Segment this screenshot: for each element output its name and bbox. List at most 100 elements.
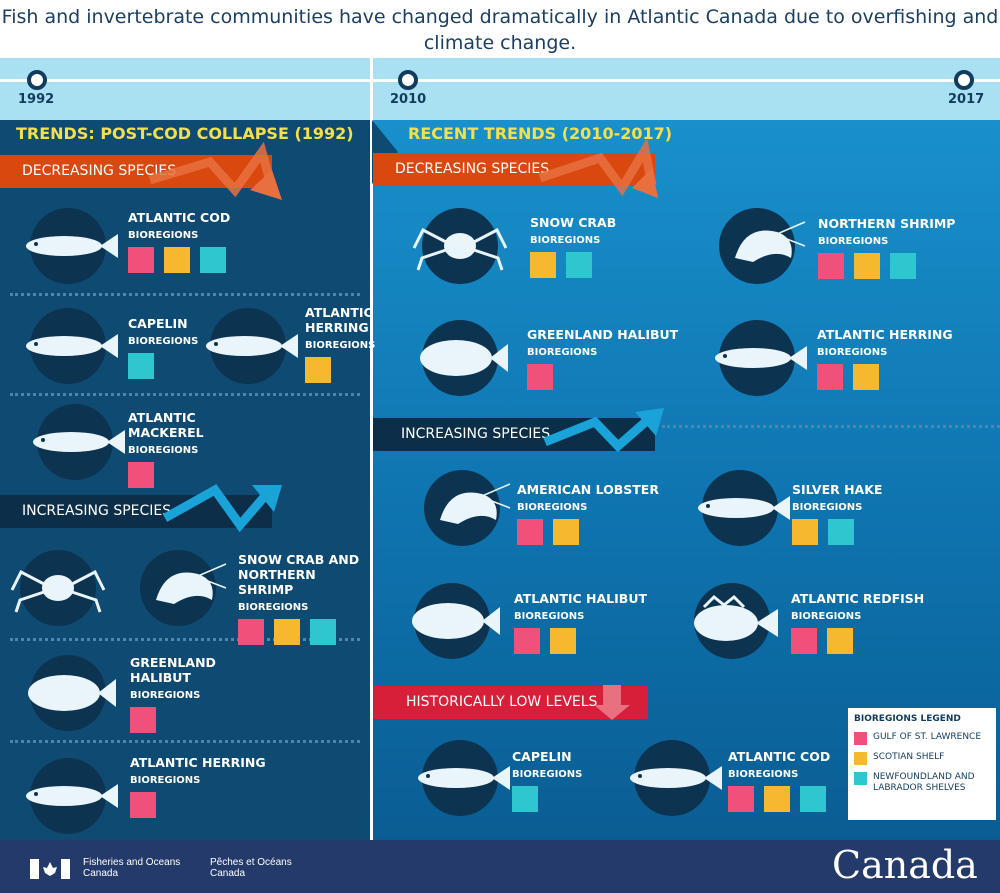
species-name: GREENLAND HALIBUT — [130, 655, 216, 685]
species-name: ATLANTIC MACKEREL — [128, 410, 204, 440]
bioregion-newfoundland-swatch — [310, 619, 336, 645]
bioregions-legend: BIOREGIONS LEGEND GULF OF ST. LAWRENCE SC… — [848, 708, 996, 820]
arrowhead — [250, 170, 282, 200]
legend-title: BIOREGIONS LEGEND — [854, 714, 961, 724]
arrowhead — [252, 485, 282, 512]
shrimp-icon — [735, 221, 806, 262]
bioregion-scotian-swatch — [764, 786, 790, 812]
species-icon-circle — [412, 208, 508, 284]
arrowhead — [632, 168, 658, 198]
bioregion-scotian-swatch — [530, 252, 556, 278]
halibut-icon — [28, 675, 116, 711]
herring-icon — [715, 346, 807, 370]
legend-swatch — [854, 772, 867, 785]
capelin-icon — [26, 334, 118, 358]
species-name: SNOW CRAB — [530, 215, 617, 230]
species-icon-circle — [140, 550, 227, 626]
bioregion-newfoundland-swatch — [200, 247, 226, 273]
bioregion-scotian-swatch — [827, 628, 853, 654]
species-icon-circle — [26, 758, 118, 834]
timeline-dot — [398, 70, 418, 90]
species-icon-circle — [26, 308, 118, 384]
cod-icon — [630, 766, 722, 790]
crab-icon — [412, 227, 508, 271]
species-icon-circle — [698, 470, 790, 546]
bioregion-gulf-swatch — [517, 519, 543, 545]
lobster-icon — [440, 483, 511, 524]
legend-item: GULF OF ST. LAWRENCE — [854, 732, 990, 745]
separator — [10, 293, 360, 296]
legend-swatch — [854, 732, 867, 745]
bioregion-gulf-swatch — [514, 628, 540, 654]
species-icon-circle — [424, 470, 511, 546]
redfish-icon — [694, 594, 778, 641]
capelin-icon — [418, 766, 510, 790]
bioregions-label: BIOREGIONS — [130, 690, 201, 701]
legend-label: GULF OF ST. LAWRENCE — [873, 732, 982, 742]
hake-icon — [698, 496, 790, 520]
bioregions-label: BIOREGIONS — [517, 502, 588, 513]
timeline: 1992 2010 2017 — [0, 58, 1000, 120]
bioregion-newfoundland-swatch — [512, 786, 538, 812]
bioregion-newfoundland-swatch — [128, 353, 154, 379]
legend-swatch — [854, 752, 867, 765]
down-trend-arrow-icon — [538, 140, 657, 197]
separator — [10, 638, 360, 641]
bioregion-gulf-swatch — [818, 253, 844, 279]
bioregion-scotian-swatch — [792, 519, 818, 545]
arrowhead — [594, 705, 630, 720]
bioregions-label: BIOREGIONS — [238, 602, 309, 613]
up-trend-arrow-icon — [543, 414, 653, 453]
bioregion-scotian-swatch — [305, 357, 331, 383]
halibut-icon — [420, 340, 508, 376]
species-name: SILVER HAKE — [792, 482, 883, 497]
species-name: CAPELIN — [512, 749, 572, 764]
bioregions-label: BIOREGIONS — [792, 502, 863, 513]
species-name: ATLANTIC HALIBUT — [514, 591, 647, 606]
species-icon-circle — [10, 550, 106, 626]
bioregion-newfoundland-swatch — [890, 253, 916, 279]
species-name: ATLANTIC HERRING — [817, 327, 953, 342]
bioregion-gulf-swatch — [128, 462, 154, 488]
canada-wordmark: Canada — [832, 843, 978, 887]
species-icon-circle — [206, 308, 298, 384]
species-icon-circle — [420, 320, 508, 396]
herring-icon — [26, 784, 118, 808]
separator — [662, 425, 1000, 428]
arrowhead — [635, 408, 664, 436]
species-icon-circle — [26, 208, 118, 284]
bioregion-gulf-swatch — [728, 786, 754, 812]
bioregions-label: BIOREGIONS — [514, 611, 585, 622]
mackerel-icon — [33, 430, 125, 454]
right-low-header: HISTORICALLY LOW LEVELS — [373, 686, 648, 719]
species-name: CAPELIN — [128, 316, 188, 331]
bioregions-label: BIOREGIONS — [817, 347, 888, 358]
bioregion-newfoundland-swatch — [828, 519, 854, 545]
legend-item: NEWFOUNDLAND AND LABRADOR SHELVES — [854, 772, 990, 794]
species-name: ATLANTIC HERRING — [130, 755, 266, 770]
down-arrow-icon — [603, 685, 621, 707]
up-trend-arrow-icon — [162, 484, 274, 533]
footer: Fisheries and Oceans Canada Pêches et Oc… — [0, 840, 1000, 893]
bioregion-scotian-swatch — [553, 519, 579, 545]
species-icon-circle — [694, 583, 778, 659]
legend-item: SCOTIAN SHELF — [854, 752, 990, 765]
bioregion-gulf-swatch — [130, 707, 156, 733]
bioregions-label: BIOREGIONS — [818, 236, 889, 247]
bioregions-label: BIOREGIONS — [130, 775, 201, 786]
species-name: ATLANTIC REDFISH — [791, 591, 925, 606]
year-label: 2010 — [390, 92, 427, 107]
bioregions-label: BIOREGIONS — [305, 340, 376, 351]
bioregion-scotian-swatch — [853, 364, 879, 390]
legend-label: NEWFOUNDLAND AND LABRADOR SHELVES — [873, 772, 975, 793]
species-name: ATLANTIC COD — [728, 749, 831, 764]
right-section-title: RECENT TRENDS (2010-2017) — [408, 124, 673, 143]
species-name: AMERICAN LOBSTER — [517, 482, 659, 497]
trend-arrows — [148, 140, 664, 720]
bioregion-gulf-swatch — [130, 792, 156, 818]
herring-icon — [206, 334, 298, 358]
left-section-title: TRENDS: POST-COD COLLAPSE (1992) — [16, 124, 354, 143]
halibut-icon — [412, 603, 500, 639]
bioregion-gulf-swatch — [791, 628, 817, 654]
bioregion-gulf-swatch — [238, 619, 264, 645]
